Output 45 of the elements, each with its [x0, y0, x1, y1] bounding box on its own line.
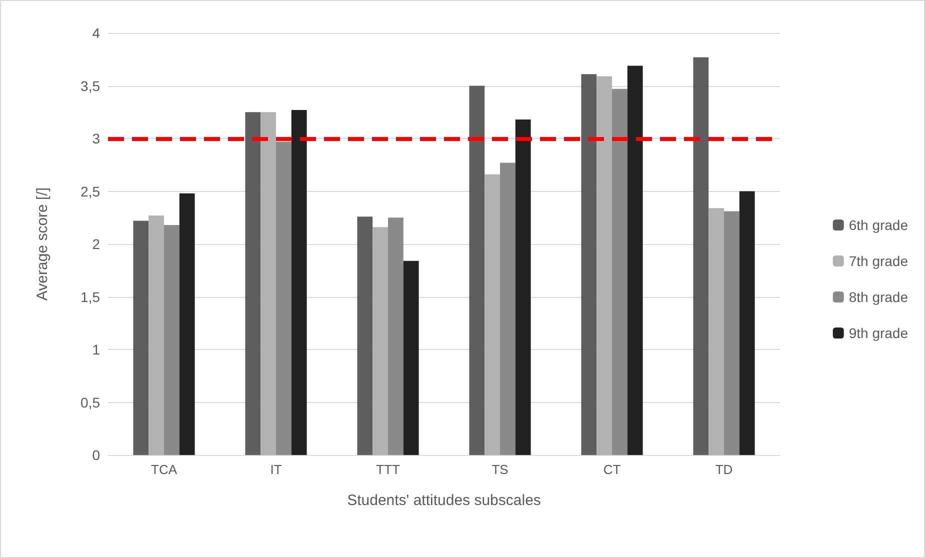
- y-tick-label: 1,5: [80, 288, 100, 305]
- y-tick-label: 2,5: [80, 183, 100, 200]
- bar: [596, 76, 612, 455]
- y-tick-label: 4: [92, 25, 100, 41]
- x-tick-label: CT: [603, 462, 621, 477]
- bar: [403, 260, 419, 455]
- x-tick-label: TCA: [151, 462, 178, 477]
- bar: [627, 66, 643, 455]
- y-tick-label: 2: [92, 236, 100, 252]
- y-tick-label: 3: [92, 130, 100, 146]
- y-tick-label: 3,5: [80, 78, 100, 94]
- x-tick-label: TTT: [376, 462, 400, 477]
- bar: [276, 142, 292, 455]
- bar: [693, 57, 709, 455]
- x-tick-label: TD: [715, 462, 733, 477]
- bar: [245, 112, 261, 455]
- bar: [148, 216, 164, 455]
- bar: [357, 216, 373, 455]
- legend-label: 6th grade: [848, 217, 908, 233]
- bar: [291, 110, 307, 455]
- bar: [500, 162, 516, 455]
- legend-label: 9th grade: [848, 325, 908, 341]
- bar: [179, 193, 195, 455]
- bar: [515, 120, 531, 455]
- bar: [724, 211, 740, 455]
- bar: [133, 220, 149, 455]
- y-tick-label: 0: [92, 447, 100, 463]
- bar: [484, 174, 500, 455]
- bar: [469, 86, 485, 455]
- bar: [708, 208, 724, 455]
- y-tick-label: 1: [92, 342, 100, 358]
- x-axis-title: Students' attitudes subscales: [347, 492, 541, 509]
- bar: [260, 112, 276, 455]
- bar: [388, 218, 404, 455]
- y-axis-title: Average score [/]: [34, 187, 51, 301]
- x-tick-label: TS: [492, 462, 509, 477]
- legend-label: 8th grade: [848, 289, 908, 305]
- bar: [164, 225, 180, 455]
- bar: [612, 88, 628, 455]
- bar: [372, 227, 388, 455]
- legend-label: 7th grade: [848, 253, 908, 269]
- bar: [581, 74, 597, 455]
- bar: [739, 191, 755, 455]
- x-tick-label: IT: [270, 462, 282, 477]
- y-tick-label: 0,5: [80, 394, 100, 410]
